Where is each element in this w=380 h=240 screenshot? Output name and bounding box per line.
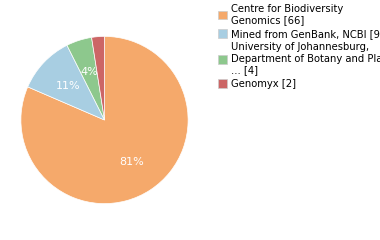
Wedge shape bbox=[21, 36, 188, 204]
Wedge shape bbox=[67, 37, 104, 120]
Text: 81%: 81% bbox=[120, 157, 144, 167]
Wedge shape bbox=[28, 45, 104, 120]
Text: 11%: 11% bbox=[56, 81, 80, 90]
Wedge shape bbox=[92, 36, 105, 120]
Text: 4%: 4% bbox=[80, 67, 98, 77]
Legend: Centre for Biodiversity
Genomics [66], Mined from GenBank, NCBI [9], University : Centre for Biodiversity Genomics [66], M… bbox=[218, 4, 380, 89]
